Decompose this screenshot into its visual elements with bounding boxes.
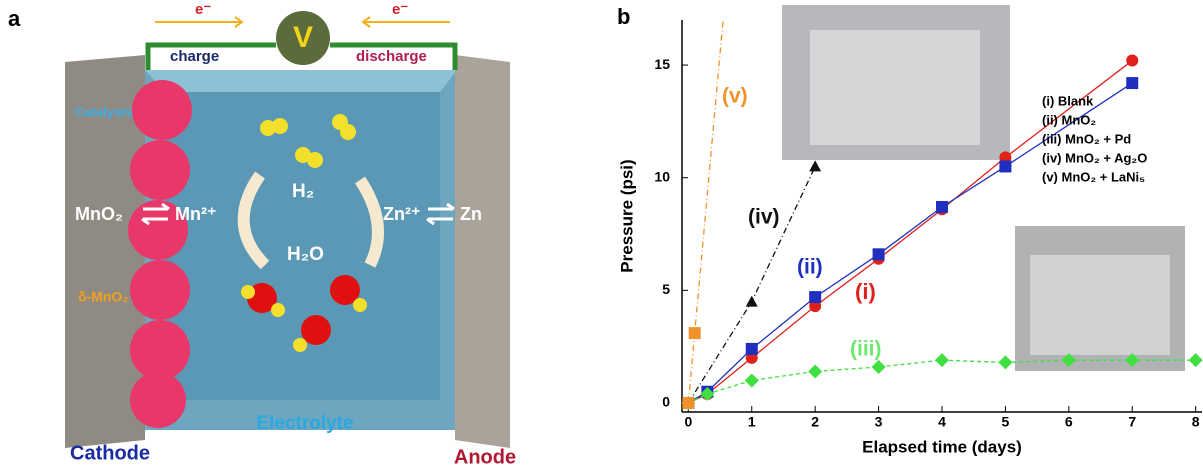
point <box>999 151 1012 164</box>
point <box>809 300 822 313</box>
cathode-slab <box>65 55 145 448</box>
point <box>871 359 886 374</box>
equilibrium-arrow <box>141 202 170 226</box>
x-tick-label: 4 <box>938 414 946 430</box>
legend-entry: (ii) MnO₂ <box>1042 112 1096 127</box>
x-tick-label: 3 <box>875 414 883 430</box>
y-tick-label: 5 <box>662 281 670 297</box>
legend-entry: (iii) MnO₂ + Pd <box>1042 131 1131 146</box>
wire <box>145 42 458 70</box>
species-label: MnO₂ <box>75 204 123 224</box>
panel-a: a e⁻ e⁻ V charge discharge Catalysts MnO… <box>8 1 516 468</box>
annotation: (i) <box>855 279 876 304</box>
annotation: (ii) <box>797 256 823 279</box>
panel-b <box>782 5 1185 371</box>
species-label: Zn <box>460 204 482 224</box>
x-axis-label: Elapsed time (days) <box>862 437 1022 456</box>
point <box>744 373 759 388</box>
x-tick-label: 5 <box>1002 414 1010 430</box>
point <box>745 351 758 364</box>
legend-entry: (i) Blank <box>1042 93 1094 108</box>
charge-label: charge <box>170 48 219 65</box>
point <box>808 364 823 379</box>
electron-label: e⁻ <box>195 1 211 18</box>
chart: 0 1 2 3 4 5 6 7 8 0 5 10 15 Elapsed time (days) Pressu… <box>617 4 1203 456</box>
photo-pouch-inner <box>810 30 980 145</box>
delta-label: δ-MnO₂ <box>78 289 128 305</box>
point <box>1061 353 1076 368</box>
point <box>809 291 822 304</box>
electron-label: e⁻ <box>392 1 408 18</box>
series-line <box>688 60 1133 404</box>
point <box>1126 77 1139 90</box>
panel-label: b <box>617 4 630 29</box>
x-tick-label: 7 <box>1128 414 1136 430</box>
species-label: H₂ <box>292 181 314 202</box>
y-tick-label: 10 <box>654 168 670 184</box>
species-label: H₂O <box>287 244 324 265</box>
legend-entry: (iv) MnO₂ + Ag₂O <box>1042 150 1147 165</box>
discharge-label: discharge <box>356 48 427 65</box>
series-line <box>687 19 724 404</box>
point <box>935 353 949 368</box>
series-line <box>688 359 1196 404</box>
equilibrium-arrow <box>426 202 455 226</box>
box-back <box>165 92 440 400</box>
panel-label: a <box>8 6 21 31</box>
cycle-arrows <box>237 171 384 270</box>
cathode-label: Cathode <box>70 442 150 464</box>
x-tick-label: 1 <box>748 414 756 430</box>
point <box>998 355 1013 370</box>
point <box>688 327 701 340</box>
photo-pouch-inner <box>1030 255 1170 355</box>
point <box>872 248 885 261</box>
x-tick-label: 6 <box>1065 414 1073 430</box>
legend-entry: (v) MnO₂ + LaNi₅ <box>1042 169 1145 184</box>
electrolyte-label: Electrolyte <box>256 413 353 434</box>
species-label: Mn²⁺ <box>175 204 216 224</box>
y-tick-label: 15 <box>654 56 670 72</box>
point <box>809 160 822 172</box>
annotation: (iv) <box>748 206 780 229</box>
annotation: (iii) <box>850 338 882 361</box>
y-axis-label: Pressure (psi) <box>617 159 636 272</box>
point <box>745 295 758 307</box>
point <box>682 396 695 409</box>
point <box>936 200 948 213</box>
anode-label: Anode <box>454 446 516 468</box>
series-line <box>688 82 1133 404</box>
meter-label: V <box>293 21 313 54</box>
box-top <box>145 70 457 92</box>
voltmeter <box>276 11 330 65</box>
catalyst-particles <box>128 80 192 428</box>
species-label: Zn²⁺ <box>383 204 421 224</box>
x-tick-label: 8 <box>1192 414 1200 430</box>
anode-slab <box>455 55 510 448</box>
point <box>1125 353 1140 368</box>
point <box>745 342 758 355</box>
molecules <box>241 114 367 352</box>
point <box>1188 353 1203 368</box>
annotation: (v) <box>722 85 748 108</box>
x-tick-label: 0 <box>684 414 692 430</box>
electron-arrows <box>155 16 450 28</box>
point <box>700 386 715 401</box>
point <box>999 160 1012 173</box>
series-line <box>687 166 816 404</box>
x-tick-label: 2 <box>811 414 819 430</box>
y-tick-label: 0 <box>662 394 670 410</box>
point <box>1126 54 1139 67</box>
catalysts-label: Catalysts <box>75 104 133 119</box>
